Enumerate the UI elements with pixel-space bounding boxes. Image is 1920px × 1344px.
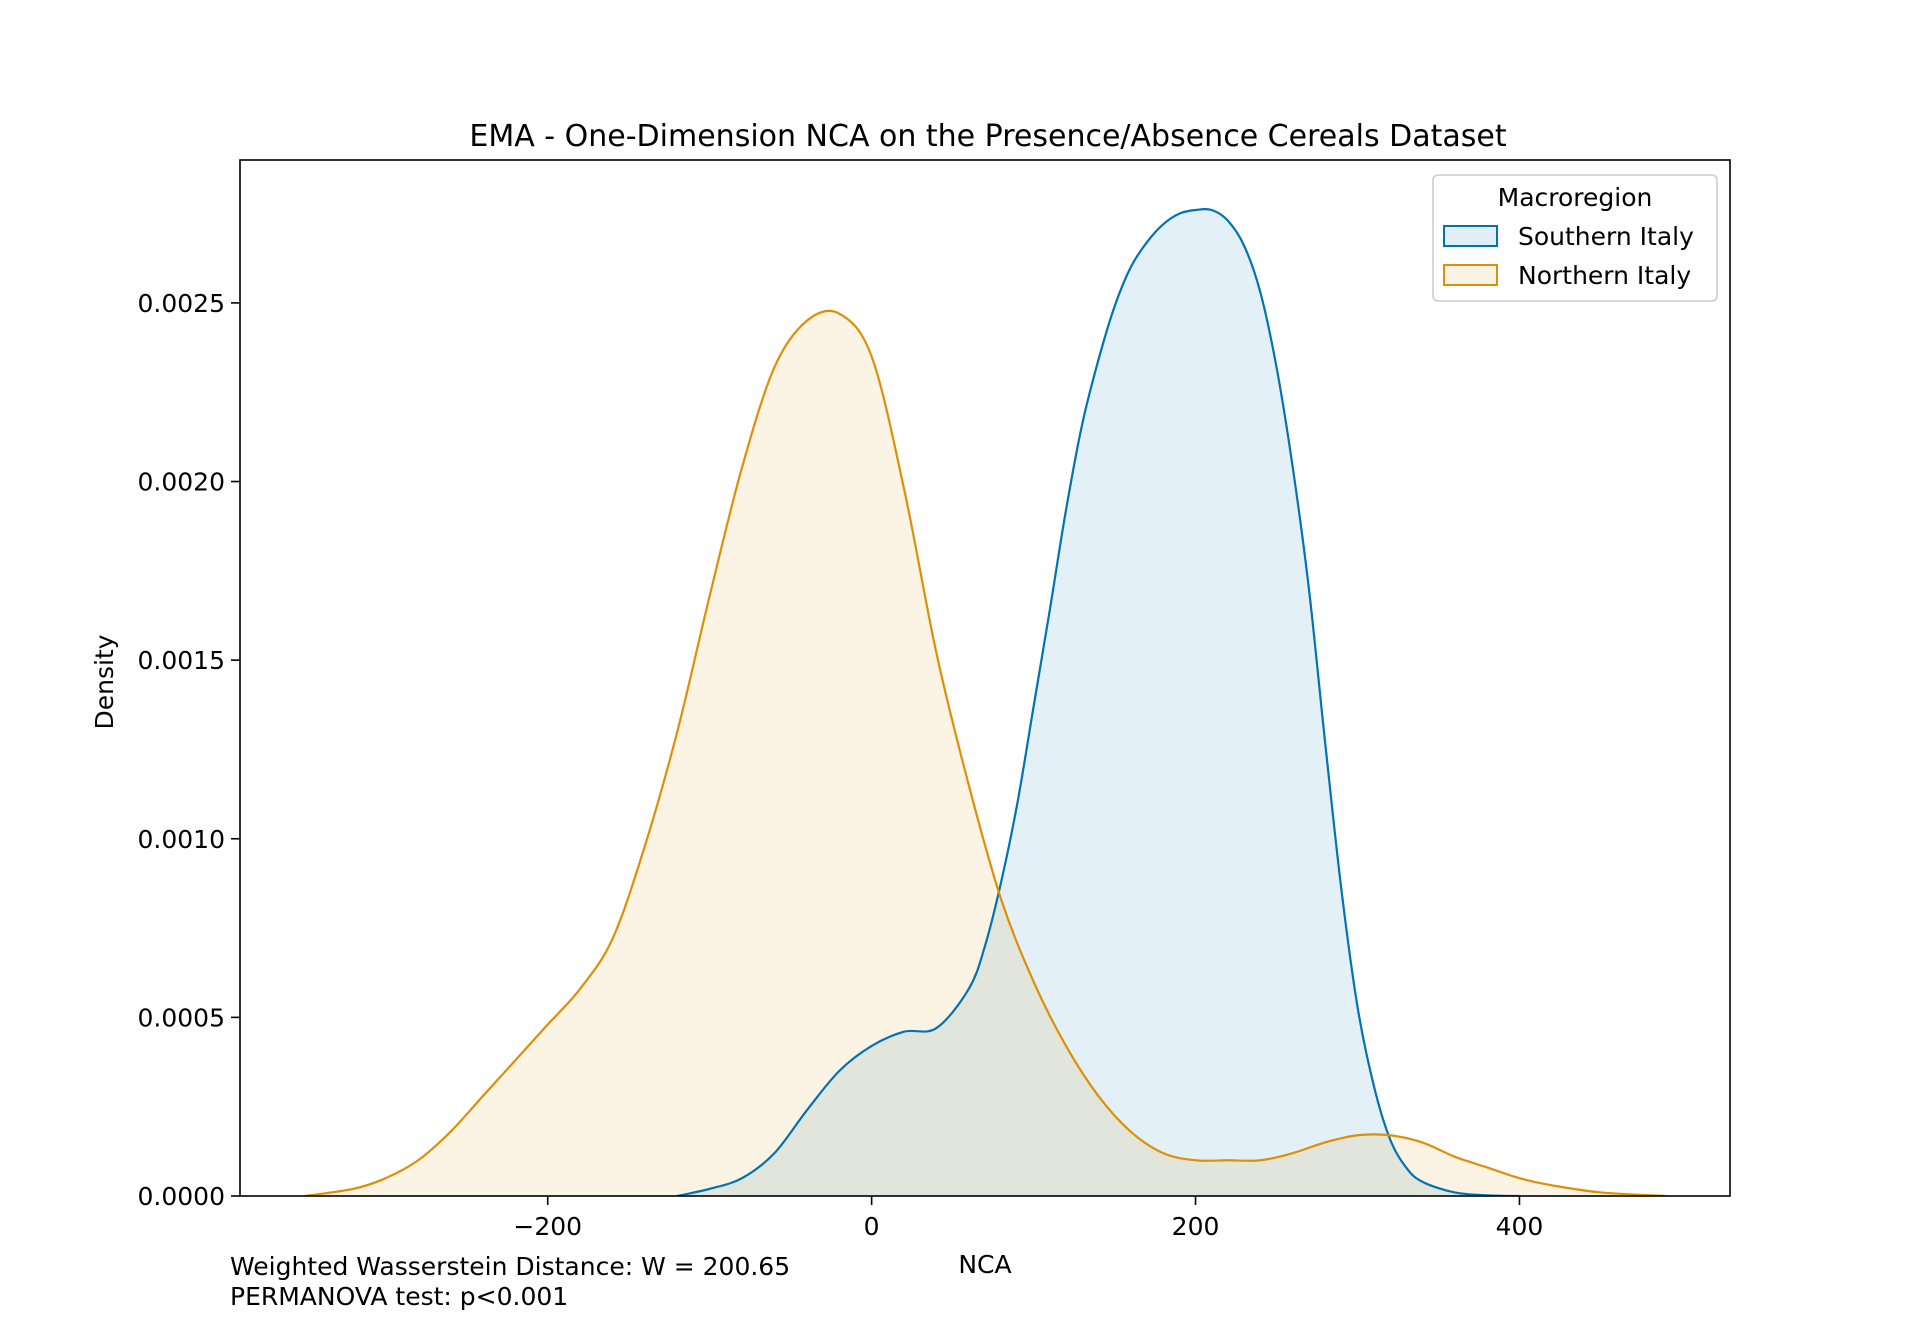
density-area-southern-italy bbox=[677, 209, 1520, 1196]
y-tick-label: 0.0025 bbox=[138, 289, 225, 318]
y-tick-label: 0.0010 bbox=[138, 825, 225, 854]
y-tick-label: 0.0020 bbox=[138, 468, 225, 497]
y-tick-label: 0.0015 bbox=[138, 646, 225, 675]
permanova-annotation: PERMANOVA test: p<0.001 bbox=[230, 1282, 568, 1311]
chart-title: EMA - One-Dimension NCA on the Presence/… bbox=[469, 119, 1506, 154]
density-area-northern-italy bbox=[304, 310, 1666, 1196]
density-line-northern-italy bbox=[304, 309, 1666, 1196]
legend-label-northern-italy: Northern Italy bbox=[1518, 261, 1691, 290]
y-tick-label: 0.0005 bbox=[138, 1003, 225, 1032]
x-axis-label: NCA bbox=[958, 1250, 1011, 1279]
wasserstein-annotation: Weighted Wasserstein Distance: W = 200.6… bbox=[230, 1252, 790, 1281]
x-tick-label: 0 bbox=[864, 1212, 880, 1241]
plot-frame bbox=[239, 159, 1731, 1197]
x-tick-label: −200 bbox=[513, 1212, 582, 1241]
legend: Macroregion Southern Italy Northern Ital… bbox=[1432, 174, 1718, 302]
legend-swatch-northern-italy bbox=[1443, 264, 1498, 286]
legend-swatch-southern-italy bbox=[1443, 225, 1498, 247]
axis-ticks: −200 0 200 400 0.0000 0.0005 0.0010 0.0015 0.002… bbox=[138, 289, 1544, 1241]
legend-label-southern-italy: Southern Italy bbox=[1518, 222, 1694, 251]
legend-frame bbox=[1432, 174, 1718, 302]
legend-title: Macroregion bbox=[1498, 183, 1653, 212]
plot-area bbox=[304, 207, 1666, 1196]
density-line-southern-italy bbox=[677, 207, 1520, 1196]
x-tick-label: 400 bbox=[1496, 1212, 1544, 1241]
x-tick-label: 200 bbox=[1172, 1212, 1220, 1241]
y-tick-label: 0.0000 bbox=[138, 1182, 225, 1211]
y-axis-label: Density bbox=[90, 634, 119, 729]
